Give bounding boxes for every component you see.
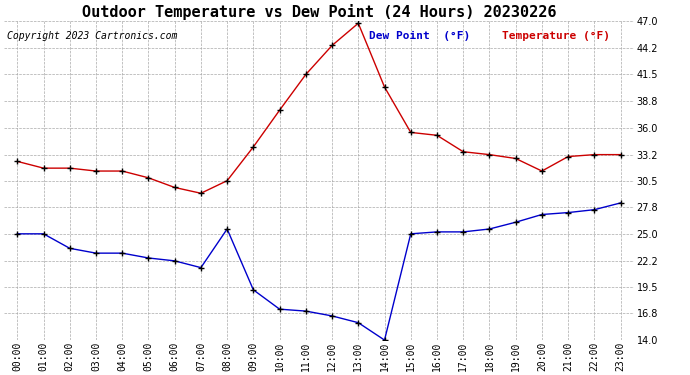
Text: Dew Point  (°F): Dew Point (°F) [369, 31, 471, 41]
Title: Outdoor Temperature vs Dew Point (24 Hours) 20230226: Outdoor Temperature vs Dew Point (24 Hou… [81, 4, 556, 20]
Text: Copyright 2023 Cartronics.com: Copyright 2023 Cartronics.com [8, 31, 178, 41]
Text: Temperature (°F): Temperature (°F) [502, 31, 609, 41]
